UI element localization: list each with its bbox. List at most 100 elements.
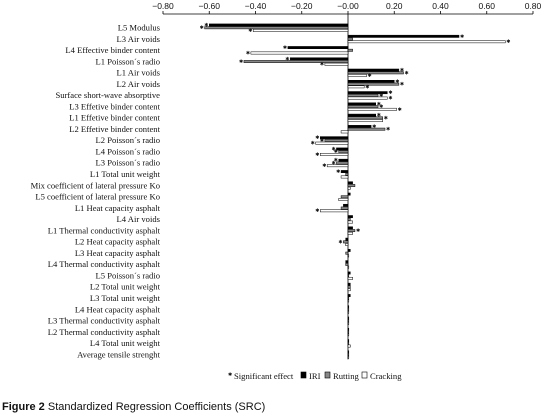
bar-iri [338, 158, 349, 162]
bar-cracking [347, 333, 350, 337]
bar-iri [347, 113, 376, 117]
significance-star-icon: ✱ [204, 23, 209, 29]
significance-star-icon: ✱ [384, 115, 389, 121]
significance-star-icon: ✱ [331, 160, 336, 166]
bar-cracking [315, 141, 349, 145]
bar-cracking [347, 119, 383, 123]
category-label: Average tensile strenght [77, 349, 160, 359]
bar-iri [347, 226, 353, 230]
significance-star-icon: ✱ [377, 113, 382, 119]
bar-iri [347, 339, 350, 343]
bar-iri [345, 260, 349, 264]
bar-iri [209, 23, 349, 27]
significance-star-icon: ✱ [239, 59, 244, 65]
bar-iri [347, 125, 372, 128]
x-tick-label: −0.20 [291, 1, 313, 11]
bar-cracking [347, 40, 506, 44]
category-label: L4 Effective binder content [65, 45, 160, 55]
legend-iri-label: IRI [309, 371, 321, 381]
significance-star-icon: ✱ [246, 50, 251, 56]
significance-star-icon: ✱ [372, 124, 377, 130]
bars: ✱✱ ✱✱✱✱✱✱✱ ✱✱ ✱✱✱ ✱✱✱✱ ✱✱✱ ✱✱ ✱✱ ✱✱ ✱✱✱✱✱✱✱✱✱✱✱✱ [200, 23, 511, 359]
bar-rutting [347, 71, 404, 75]
bar-rutting [347, 285, 351, 289]
bar-rutting [347, 184, 356, 187]
bar-cracking [320, 153, 349, 156]
significance-star-icon: ✱ [315, 135, 320, 141]
bar-rutting [347, 82, 400, 86]
bar-rutting [347, 341, 350, 345]
legend-rutting-swatch [324, 371, 331, 379]
legend-significant-label: Significant effect [234, 371, 294, 381]
bar-rutting [345, 251, 349, 255]
bar-cracking [347, 355, 350, 359]
bar-rutting [347, 330, 350, 334]
bar-iri [347, 316, 350, 320]
significance-star-icon: ✱ [365, 84, 370, 90]
significance-star-icon: ✱ [379, 104, 384, 110]
bar-iri [336, 147, 349, 151]
category-label: L1 Heat capacity asphalt [75, 203, 161, 213]
significance-star-icon: ✱ [506, 39, 511, 45]
bar-iri [343, 203, 349, 207]
significance-star-icon: ✱ [368, 73, 373, 79]
significance-star-icon: ✱ [460, 34, 465, 40]
bar-rutting [347, 116, 383, 120]
legend-cracking-label: Cracking [370, 371, 402, 381]
significance-star-icon: ✱ [377, 101, 382, 107]
bar-iri [289, 57, 349, 61]
bar-cracking [347, 107, 397, 111]
bar-rutting [347, 296, 350, 300]
bar-rutting [345, 172, 349, 176]
bar-rutting [347, 217, 351, 221]
bar-cracking [347, 96, 388, 100]
bar-iri [347, 91, 388, 95]
bar-iri [347, 350, 350, 354]
category-label: L4 Air voids [117, 214, 161, 224]
significance-star-icon: ✱ [315, 208, 320, 214]
category-label: L2 Thermal conductivity asphalt [48, 327, 161, 337]
bar-iri [347, 102, 376, 106]
bar-cracking [347, 231, 353, 235]
bar-iri [347, 181, 353, 185]
bar-iri [347, 68, 400, 72]
x-tick-label: −0.40 [245, 1, 267, 11]
bar-iri [347, 294, 351, 297]
significance-star-icon: ✱ [315, 152, 320, 158]
legend-rutting-label: Rutting [333, 371, 359, 381]
legend: ✱ Significant effect IRI Rutting Crackin… [228, 371, 402, 381]
category-label: L4 Poisson´s radio [96, 146, 160, 156]
category-label: L1 Poisson´s radio [96, 56, 160, 66]
bar-cracking [250, 51, 349, 55]
category-label: L4 Thermal conductivity asphalt [48, 259, 161, 269]
category-label: L1 Total unit weight [90, 169, 161, 179]
category-label: L3 Heat capacity asphalt [75, 248, 161, 258]
bar-iri [347, 80, 395, 83]
category-label: Surface short-wave absorptive [55, 90, 160, 100]
legend-star-icon: ✱ [228, 372, 233, 378]
bar-rutting [338, 150, 349, 154]
significance-star-icon: ✱ [334, 158, 339, 164]
category-label: L3 Effetive binder content [69, 101, 160, 111]
bar-cracking [347, 265, 350, 269]
bar-cracking [252, 29, 349, 32]
figure-caption: Figure 2 Standardized Regression Coeffic… [2, 401, 265, 413]
category-label: L3 Total unit weight [90, 293, 161, 303]
significance-star-icon: ✱ [200, 25, 205, 31]
category-label: L2 Air voids [117, 79, 161, 89]
category-label: L3 Poisson´s radio [96, 158, 160, 168]
x-tick-label: 0.40 [432, 1, 449, 11]
category-label: L2 Total unit weight [90, 282, 161, 292]
bar-iri [347, 192, 351, 196]
bar-iri [320, 136, 349, 140]
significance-star-icon: ✱ [388, 96, 393, 102]
bar-cracking [338, 198, 349, 201]
bar-cracking [347, 344, 351, 348]
bar-cracking [347, 220, 353, 224]
significance-star-icon: ✱ [285, 56, 290, 62]
bar-rutting [336, 161, 349, 165]
bar-cracking [347, 288, 351, 292]
category-label: L1 Air voids [117, 68, 161, 78]
bar-iri [340, 170, 349, 173]
